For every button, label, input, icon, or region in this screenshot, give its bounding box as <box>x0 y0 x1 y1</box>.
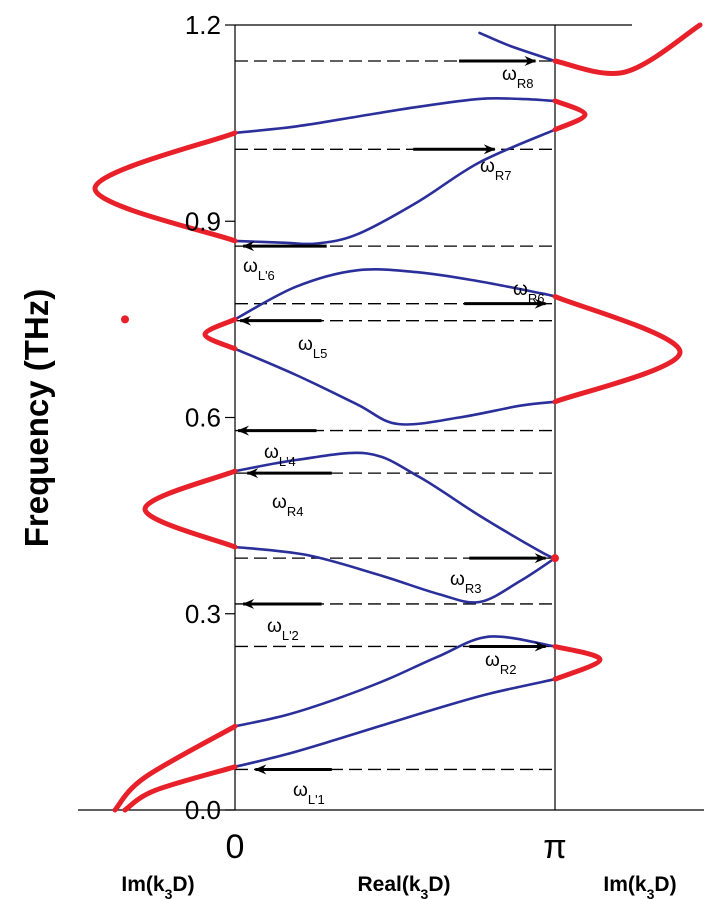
axis-labels: 0.0 0.3 0.6 0.9 1.2 0 π Frequency (THz) Im(k3D) R… <box>18 10 677 899</box>
annotation-label: ωL'2 <box>267 616 299 643</box>
annotation-label: ωR6 <box>513 279 544 306</box>
imag-branch-curve <box>552 294 683 405</box>
imag-branch-curve <box>92 130 238 244</box>
x-tick-label: 0 <box>226 828 245 866</box>
imag-branch-curve <box>112 723 238 813</box>
real-branch-curve <box>478 31 557 63</box>
real-branch-curve <box>233 635 557 728</box>
annotation-label: ωL'4 <box>264 442 296 469</box>
real-branch-curve <box>233 347 557 426</box>
y-tick-label: 0.0 <box>185 795 221 825</box>
imag-point <box>121 315 129 324</box>
imag-branch-curve <box>552 22 703 76</box>
real-branch-curve <box>233 451 557 560</box>
real-branch-curve <box>233 677 557 769</box>
imag-branch-curve <box>202 316 238 352</box>
annotation-label: ωL'1 <box>293 780 325 807</box>
imag-branches <box>92 22 703 813</box>
annotation-label: ωL5 <box>298 334 327 361</box>
real-branch-curve <box>233 268 557 321</box>
x-axis-label-left: Im(k3D) <box>121 873 194 899</box>
x-axis-label-right: Im(k3D) <box>603 873 676 899</box>
annotation-label: ωR7 <box>480 156 511 183</box>
imag-branch-curve <box>142 468 238 550</box>
annotation-label: ωR8 <box>502 64 533 91</box>
y-tick-label: 0.6 <box>185 403 221 433</box>
plot-frame <box>78 24 704 811</box>
imag-branch-curve <box>552 644 603 682</box>
y-tick-label: 0.3 <box>185 599 221 629</box>
annotation-label: ωL'6 <box>243 256 275 283</box>
imag-point <box>551 554 559 563</box>
real-branch-curve <box>233 96 557 135</box>
real-branch-curve <box>233 545 557 604</box>
real-branches <box>233 31 557 769</box>
dashed-levels <box>235 60 555 771</box>
annotation-arrows: ωR8 ωR7 ωL'6 ωR6 ωL5 ωL'4 ωR4 ωR3 ωL'2 ωR2 ωL'1 <box>237 55 547 807</box>
imag-branch-curve <box>122 764 238 813</box>
real-branch-curve <box>233 128 557 246</box>
y-tick-label: 1.2 <box>185 10 221 40</box>
annotation-label: ωR4 <box>272 492 303 519</box>
imag-branch-curve <box>552 98 588 133</box>
annotation-label: ωR3 <box>450 569 481 596</box>
y-tick-label: 0.9 <box>185 206 221 236</box>
x-tick-label: π <box>543 828 566 866</box>
x-axis-label-middle: Real(k3D) <box>358 873 451 899</box>
y-axis-label: Frequency (THz) <box>18 289 55 548</box>
annotation-label: ωR2 <box>485 650 516 677</box>
